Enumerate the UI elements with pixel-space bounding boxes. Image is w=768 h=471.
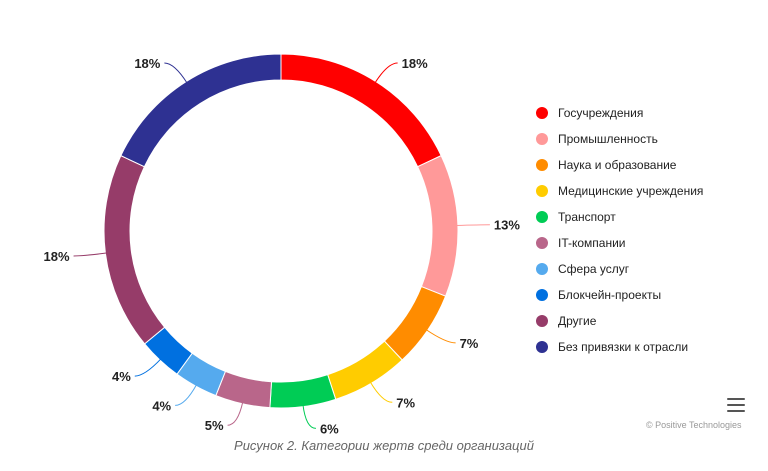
legend-label: Другие [558, 314, 597, 328]
legend-label: Медицинские учреждения [558, 184, 704, 198]
slice-data-label: 7% [460, 336, 479, 351]
legend-label: Без привязки к отрасли [558, 340, 689, 354]
legend-marker [536, 107, 548, 119]
legend-label: Блокчейн-проекты [558, 288, 662, 302]
label-connector [134, 358, 162, 377]
slice-data-label: 4% [152, 398, 171, 413]
legend-item[interactable]: Блокчейн-проекты [536, 282, 703, 308]
slice-data-label: 5% [205, 418, 224, 433]
donut-slice[interactable] [416, 154, 459, 297]
legend-label: Сфера услуг [558, 262, 630, 276]
legend-label: Наука и образование [558, 158, 677, 172]
legend-item[interactable]: Другие [536, 308, 703, 334]
legend-label: Промышленность [558, 132, 658, 146]
label-connector [425, 328, 456, 344]
legend-item[interactable]: IT-компании [536, 230, 703, 256]
slice-data-label: 18% [134, 56, 160, 71]
legend-marker [536, 185, 548, 197]
label-connector [175, 384, 198, 406]
donut-slice[interactable] [327, 340, 403, 400]
label-connector [227, 401, 244, 426]
donut-slice[interactable] [103, 154, 166, 345]
legend-marker [536, 133, 548, 145]
legend-item[interactable]: Сфера услуг [536, 256, 703, 282]
legend-marker [536, 341, 548, 353]
legend-item[interactable]: Госучреждения [536, 100, 703, 126]
slice-data-label: 13% [494, 218, 520, 233]
legend-label: IT-компании [558, 236, 626, 250]
label-connector [164, 62, 188, 84]
label-connector [455, 224, 490, 227]
slice-data-label: 6% [320, 421, 339, 436]
donut-slice[interactable] [120, 53, 282, 168]
legend-label: Транспорт [558, 210, 616, 224]
legend-marker [536, 263, 548, 275]
donut-slice[interactable] [269, 373, 337, 409]
legend-item[interactable]: Наука и образование [536, 152, 703, 178]
chart-legend: Госучреждения Промышленность Наука и образ… [536, 100, 703, 360]
legend-marker [536, 159, 548, 171]
donut-slice[interactable] [383, 285, 447, 361]
label-connector [73, 252, 108, 257]
legend-marker [536, 237, 548, 249]
label-connector [302, 404, 316, 429]
figure-caption: Рисунок 2. Категории жертв среди организ… [234, 438, 534, 453]
legend-item[interactable]: Промышленность [536, 126, 703, 152]
legend-marker [536, 289, 548, 301]
slice-data-label: 4% [112, 369, 131, 384]
slice-data-label: 7% [396, 395, 415, 410]
slice-data-label: 18% [402, 56, 428, 71]
label-connector [374, 62, 398, 84]
credits-text: © Positive Technologies [646, 420, 742, 430]
legend-item[interactable]: Без привязки к отрасли [536, 334, 703, 360]
legend-marker [536, 211, 548, 223]
donut-slice[interactable] [215, 370, 273, 409]
legend-item[interactable]: Медицинские учреждения [536, 178, 703, 204]
hamburger-menu-icon[interactable] [727, 398, 745, 412]
label-connector [369, 381, 393, 403]
legend-item[interactable]: Транспорт [536, 204, 703, 230]
slice-data-label: 18% [44, 249, 70, 264]
legend-marker [536, 315, 548, 327]
legend-label: Госучреждения [558, 106, 644, 120]
